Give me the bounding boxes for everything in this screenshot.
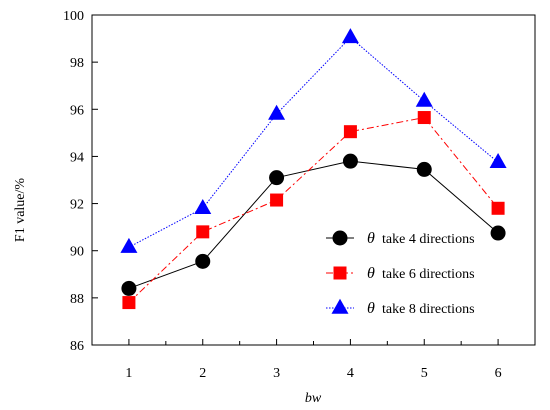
legend-label: take 4 directions — [382, 232, 475, 247]
series-2 — [122, 111, 505, 310]
data-point-marker — [490, 225, 506, 241]
data-point-marker — [341, 28, 359, 44]
data-point-marker — [416, 161, 432, 177]
data-point-marker — [268, 104, 286, 120]
x-tick-label: 4 — [347, 366, 354, 381]
x-tick-label: 5 — [421, 366, 428, 381]
data-point-marker — [415, 91, 433, 107]
x-tick-label: 3 — [273, 366, 280, 381]
data-point-marker — [121, 280, 137, 296]
data-point-marker — [342, 153, 358, 169]
data-point-marker — [120, 237, 138, 253]
series-3 — [120, 28, 507, 253]
x-tick-label: 2 — [199, 366, 206, 381]
x-axis-ticks: 1 2 3 4 5 6 — [125, 339, 502, 381]
y-tick-label: 90 — [70, 245, 84, 260]
y-tick-label: 100 — [63, 9, 84, 24]
y-tick-label: 96 — [70, 103, 84, 118]
data-point-marker — [122, 296, 136, 310]
x-tick-label: 1 — [125, 366, 132, 381]
data-point-marker — [270, 193, 284, 207]
legend-item-1: θ take 4 directions — [326, 230, 475, 247]
x-tick-label: 6 — [495, 366, 502, 381]
legend-symbol: θ — [367, 230, 375, 247]
y-tick-label: 88 — [70, 292, 84, 307]
y-tick-label: 86 — [70, 339, 84, 354]
series-line — [128, 36, 499, 248]
y-axis-title: F1 value/% — [13, 178, 28, 242]
data-point-marker — [195, 253, 211, 269]
legend-item-2: θ take 6 directions — [326, 265, 475, 282]
x-axis-title: bw — [305, 391, 322, 406]
legend-item-3: θ take 8 directions — [326, 298, 475, 317]
y-axis-ticks: 86 88 90 92 94 96 98 100 — [63, 9, 98, 354]
y-tick-label: 94 — [70, 150, 84, 165]
legend-label: take 8 directions — [382, 302, 475, 317]
legend-symbol: θ — [367, 265, 375, 282]
series-1 — [121, 153, 506, 296]
legend-symbol: θ — [367, 300, 375, 317]
legend-marker — [331, 298, 349, 314]
data-point-marker — [269, 170, 285, 186]
legend-marker — [333, 266, 347, 280]
y-tick-label: 92 — [70, 198, 84, 213]
series-layer — [120, 28, 507, 310]
series-line — [128, 160, 499, 289]
data-point-marker — [194, 198, 212, 214]
data-point-marker — [489, 153, 507, 169]
data-point-marker — [343, 125, 357, 139]
data-point-marker — [491, 201, 505, 215]
legend-marker — [332, 230, 348, 246]
plot-frame — [91, 14, 536, 346]
y-tick-label: 98 — [70, 56, 84, 71]
data-point-marker — [417, 111, 431, 125]
data-point-marker — [196, 225, 210, 239]
plot-area-border — [91, 14, 536, 346]
series-line — [128, 116, 499, 303]
legend-label: take 6 directions — [382, 267, 475, 282]
